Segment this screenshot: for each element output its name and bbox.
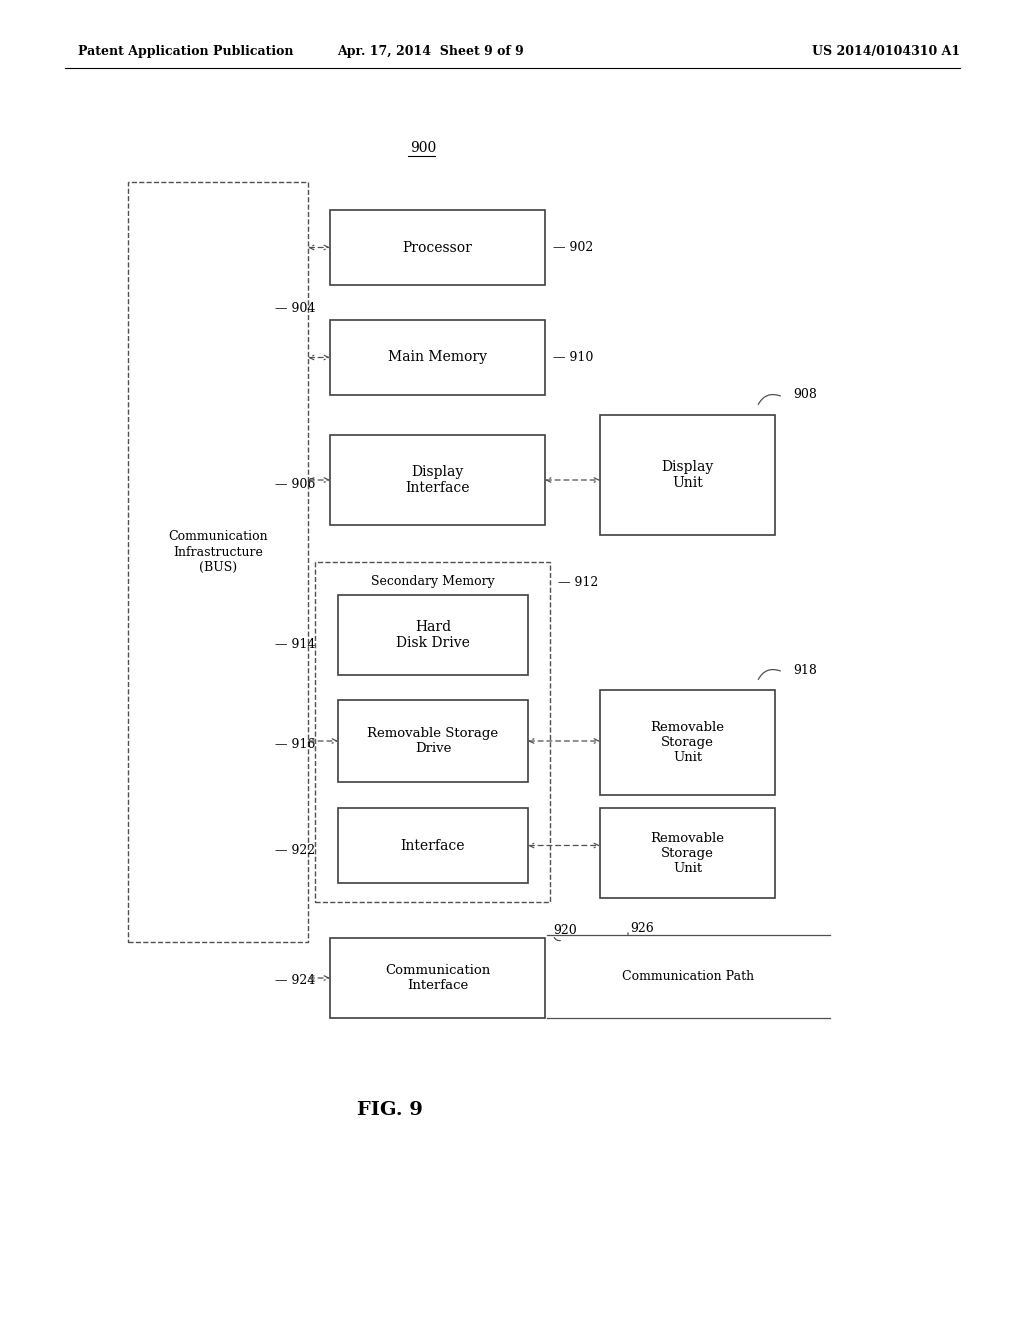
Text: Patent Application Publication: Patent Application Publication xyxy=(78,45,294,58)
Text: — 902: — 902 xyxy=(553,242,593,253)
Text: Display
Interface: Display Interface xyxy=(406,465,470,495)
Text: Communication Path: Communication Path xyxy=(623,970,755,983)
Text: Processor: Processor xyxy=(402,240,472,255)
Text: Removable
Storage
Unit: Removable Storage Unit xyxy=(650,832,725,874)
Bar xyxy=(600,808,775,898)
Bar xyxy=(330,210,545,285)
Text: — 916: — 916 xyxy=(275,738,315,751)
Bar xyxy=(600,414,775,535)
Bar xyxy=(330,319,545,395)
Text: Hard
Disk Drive: Hard Disk Drive xyxy=(396,620,470,651)
Text: 900: 900 xyxy=(410,141,436,154)
Text: Communication
Interface: Communication Interface xyxy=(385,964,490,993)
Bar xyxy=(330,436,545,525)
Text: 918: 918 xyxy=(793,664,817,676)
Text: — 910: — 910 xyxy=(553,351,593,364)
Text: Interface: Interface xyxy=(400,838,465,853)
Bar xyxy=(330,939,545,1018)
Bar xyxy=(338,808,528,883)
Text: Secondary Memory: Secondary Memory xyxy=(371,576,495,589)
Bar xyxy=(338,595,528,675)
Text: Removable
Storage
Unit: Removable Storage Unit xyxy=(650,721,725,764)
Text: — 904: — 904 xyxy=(275,301,315,314)
Text: Display
Unit: Display Unit xyxy=(662,459,714,490)
Text: — 912: — 912 xyxy=(558,576,598,589)
Bar xyxy=(338,700,528,781)
Bar xyxy=(600,690,775,795)
Text: — 924: — 924 xyxy=(275,974,315,986)
Text: Apr. 17, 2014  Sheet 9 of 9: Apr. 17, 2014 Sheet 9 of 9 xyxy=(337,45,523,58)
Text: — 906: — 906 xyxy=(275,479,315,491)
Bar xyxy=(315,562,550,902)
Text: 920: 920 xyxy=(553,924,577,936)
Text: FIG. 9: FIG. 9 xyxy=(357,1101,423,1119)
Text: Main Memory: Main Memory xyxy=(388,351,487,364)
Text: US 2014/0104310 A1: US 2014/0104310 A1 xyxy=(812,45,961,58)
Text: 926: 926 xyxy=(630,921,653,935)
Text: — 922: — 922 xyxy=(275,843,315,857)
Bar xyxy=(128,182,308,942)
Text: 908: 908 xyxy=(793,388,817,401)
Text: — 914: — 914 xyxy=(275,639,315,652)
Text: Removable Storage
Drive: Removable Storage Drive xyxy=(368,727,499,755)
Text: Communication
Infrastructure
(BUS): Communication Infrastructure (BUS) xyxy=(168,531,268,573)
